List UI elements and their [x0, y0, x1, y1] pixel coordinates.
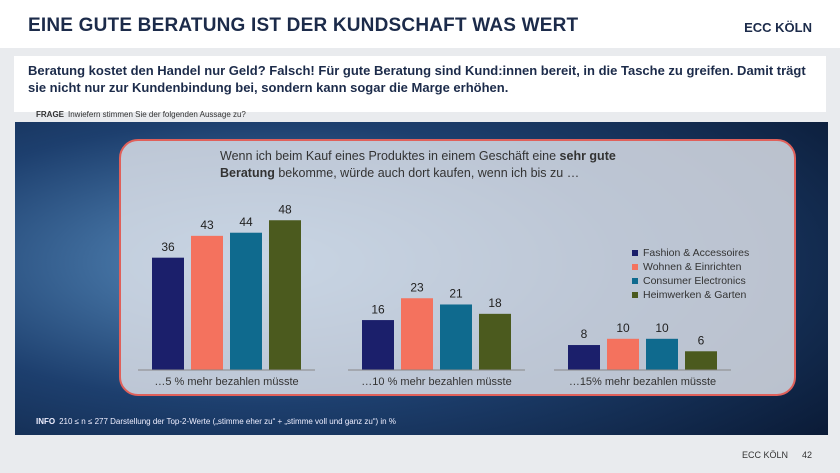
question-text: Inwiefern stimmen Sie der folgenden Auss…: [68, 110, 246, 119]
legend-label: Heimwerken & Garten: [643, 289, 746, 301]
legend-label: Consumer Electronics: [643, 275, 746, 287]
x-tick-label: …15% mehr bezahlen müsste: [569, 376, 716, 388]
chart-title: Wenn ich beim Kauf eines Produktes in ei…: [220, 149, 616, 180]
bar: [401, 298, 433, 370]
legend-swatch: [632, 278, 638, 284]
bar: [646, 338, 678, 370]
title-bold: sehr gute: [560, 149, 616, 163]
bar: [269, 220, 301, 370]
subtitle: Beratung kostet den Handel nur Geld? Fal…: [14, 56, 826, 112]
bar: [479, 313, 511, 370]
data-label: 43: [200, 218, 214, 232]
slide-title: EINE GUTE BERATUNG IST DER KUNDSCHAFT WA…: [28, 15, 579, 36]
bar: [607, 338, 639, 370]
data-label: 21: [449, 287, 463, 301]
data-label: 6: [698, 333, 705, 347]
title-part: bekomme, würde auch dort kaufen, wenn ic…: [275, 166, 579, 180]
bar: [152, 257, 184, 370]
title-bold: Beratung: [220, 166, 275, 180]
x-tick-label: …5 % mehr bezahlen müsste: [154, 376, 298, 388]
legend-label: Wohnen & Einrichten: [643, 261, 742, 273]
data-label: 10: [655, 321, 669, 335]
bar: [230, 232, 262, 370]
title-part: Wenn ich beim Kauf eines Produktes in ei…: [220, 149, 560, 163]
data-label: 36: [161, 240, 175, 254]
data-label: 48: [278, 202, 292, 216]
data-label: 44: [239, 215, 253, 229]
data-label: 10: [616, 321, 630, 335]
footer: ECC KÖLN 42: [728, 450, 812, 460]
data-label: 8: [581, 327, 588, 341]
info: INFO 210 ≤ n ≤ 277 Darstellung der Top-2-…: [36, 417, 396, 426]
bar: [685, 351, 717, 370]
bar: [191, 235, 223, 370]
data-label: 16: [371, 302, 385, 316]
x-tick-label: …10 % mehr bezahlen müsste: [361, 376, 511, 388]
bar: [568, 345, 600, 370]
footer-brand: ECC KÖLN: [741, 450, 788, 460]
legend-swatch: [632, 292, 638, 298]
header-bar: [0, 0, 840, 48]
bar: [362, 320, 394, 370]
data-label: 23: [410, 280, 424, 294]
data-label: 18: [488, 296, 502, 310]
question-label: FRAGE: [36, 110, 64, 119]
legend-swatch: [632, 250, 638, 256]
legend-swatch: [632, 264, 638, 270]
info-label: INFO: [36, 417, 56, 426]
brand: ECC KÖLN: [744, 20, 812, 35]
question: FRAGE Inwiefern stimmen Sie der folgenden…: [36, 110, 246, 119]
info-text: 210 ≤ n ≤ 277 Darstellung der Top-2-Wert…: [59, 417, 396, 426]
page-number: 42: [801, 450, 812, 460]
legend-label: Fashion & Accessoires: [643, 247, 749, 259]
bar: [440, 304, 472, 370]
